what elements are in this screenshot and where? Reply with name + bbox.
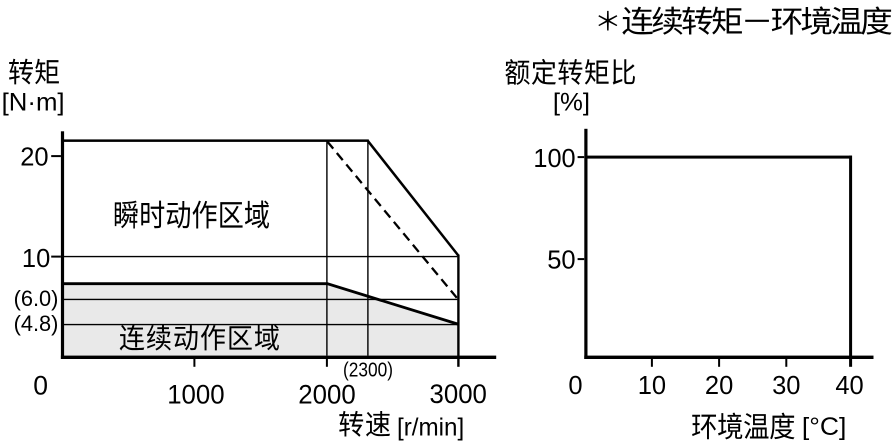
svg-text:[%]: [%] (553, 88, 590, 116)
svg-text:[N·m]: [N·m] (2, 88, 65, 116)
svg-text:50: 50 (547, 247, 575, 275)
svg-text:(4.8): (4.8) (14, 311, 59, 336)
svg-text:[r/min]: [r/min] (397, 413, 464, 441)
svg-text:0: 0 (33, 370, 48, 400)
svg-text:10: 10 (638, 372, 666, 400)
svg-text:40: 40 (835, 372, 863, 400)
svg-text:10: 10 (22, 245, 50, 273)
svg-text:100: 100 (533, 145, 575, 173)
svg-text:1000: 1000 (167, 379, 224, 409)
svg-text:(2300): (2300) (343, 359, 393, 381)
svg-text:2000: 2000 (298, 379, 355, 409)
svg-text:20: 20 (705, 372, 733, 400)
svg-text:0: 0 (568, 372, 582, 400)
svg-text:30: 30 (772, 372, 800, 400)
svg-text:3000: 3000 (430, 379, 487, 409)
svg-text:(6.0): (6.0) (14, 286, 59, 311)
svg-text:20: 20 (20, 143, 48, 171)
svg-text:[°C]: [°C] (802, 413, 847, 441)
